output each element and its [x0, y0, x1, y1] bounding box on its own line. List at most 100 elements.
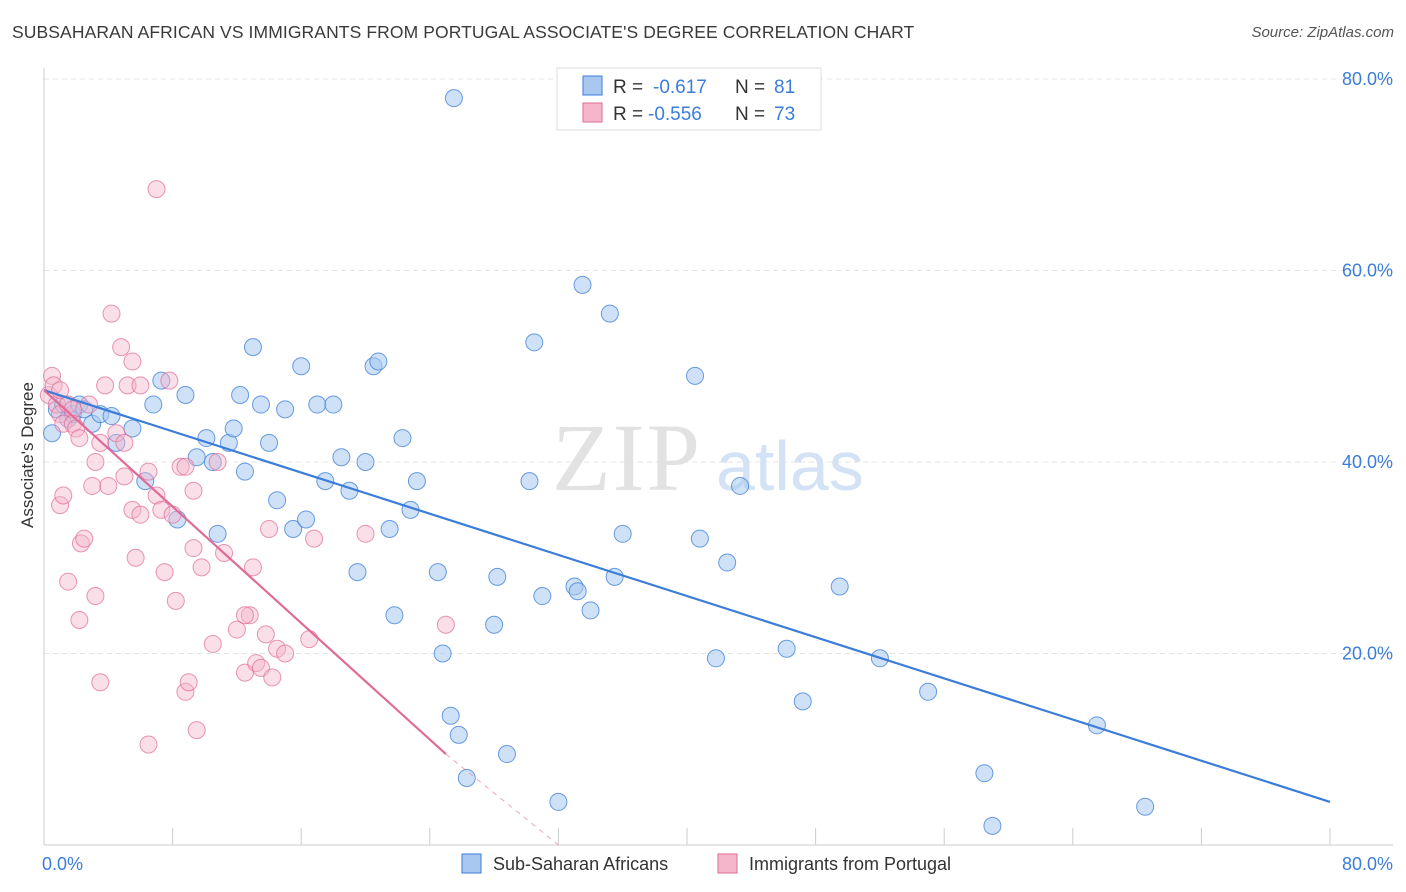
data-point-blue	[793, 692, 812, 711]
data-point-pink	[131, 376, 150, 395]
data-point-pink	[227, 620, 246, 639]
series-immigrants-from-portugal	[39, 180, 455, 754]
data-point-pink	[139, 735, 158, 754]
data-point-pink	[54, 486, 73, 505]
data-point-pink	[70, 429, 89, 448]
data-point-blue	[525, 333, 544, 352]
data-point-pink	[356, 524, 375, 543]
data-point-blue	[457, 768, 476, 787]
legend-n-value-1: 81	[774, 77, 795, 98]
data-point-pink	[59, 572, 78, 591]
data-point-pink	[208, 453, 227, 471]
data-point-blue	[235, 462, 254, 481]
chart-source: Source: ZipAtlas.com	[1251, 24, 1394, 41]
bottom-legend: Sub-Saharan Africans Immigrants from Por…	[461, 853, 951, 874]
legend-box: R = -0.617 N = 81 R = -0.556 N = 73	[556, 67, 822, 131]
data-point-pink	[155, 563, 174, 582]
legend-r-value-2: -0.556	[648, 104, 702, 125]
data-point-pink	[112, 338, 131, 357]
data-point-pink	[300, 630, 319, 649]
data-point-blue	[485, 615, 504, 634]
data-point-blue	[332, 448, 351, 467]
trend-line-pink-extension	[445, 753, 559, 846]
data-point-blue	[144, 395, 163, 414]
bottom-legend-label-2: Immigrants from Portugal	[749, 854, 951, 874]
data-point-blue	[231, 385, 250, 404]
data-point-blue	[520, 472, 539, 491]
y-axis-label: Associate's Degree	[18, 382, 37, 528]
legend-r-label-1: R =	[613, 77, 643, 98]
trend-line-blue	[43, 389, 1331, 803]
data-point-pink	[260, 520, 279, 539]
data-point-pink	[276, 644, 295, 663]
data-point-blue	[203, 453, 222, 471]
data-point-pink	[192, 558, 211, 577]
data-point-pink	[256, 625, 275, 644]
data-point-blue	[497, 745, 516, 764]
y-tick-label: 60.0%	[1342, 261, 1393, 281]
data-point-blue	[975, 764, 994, 783]
data-point-blue	[428, 563, 447, 582]
data-point-pink	[147, 180, 166, 199]
data-point-blue	[983, 816, 1002, 835]
data-point-blue	[308, 395, 327, 414]
trend-line-pink	[43, 389, 447, 755]
data-point-pink	[70, 610, 89, 629]
data-point-blue	[690, 529, 709, 548]
data-point-blue	[292, 357, 311, 376]
data-point-pink	[43, 366, 62, 385]
data-point-blue	[686, 366, 705, 385]
data-point-blue	[393, 429, 412, 448]
watermark-zip: ZIP	[552, 404, 702, 511]
data-point-blue	[1136, 797, 1155, 816]
data-point-pink	[176, 682, 195, 701]
data-point-blue	[356, 453, 375, 471]
data-point-pink	[51, 496, 70, 515]
data-point-blue	[533, 587, 552, 606]
data-point-pink	[184, 481, 203, 500]
data-point-pink	[71, 534, 90, 553]
data-point-blue	[284, 520, 303, 539]
data-point-pink	[235, 606, 254, 625]
data-point-blue	[433, 644, 452, 663]
data-point-blue	[830, 577, 849, 596]
data-point-blue	[243, 338, 262, 357]
data-point-blue	[777, 639, 796, 658]
data-point-pink	[240, 606, 259, 625]
data-point-pink	[243, 558, 262, 577]
data-point-pink	[115, 433, 134, 452]
data-point-pink	[99, 476, 118, 495]
data-point-pink	[166, 591, 185, 610]
data-point-blue	[385, 606, 404, 625]
x-tick-label: 0.0%	[42, 854, 83, 874]
data-point-pink	[126, 548, 145, 567]
y-tick-label: 20.0%	[1342, 644, 1393, 664]
data-point-pink	[171, 457, 190, 476]
data-point-blue	[449, 725, 468, 744]
data-point-pink	[263, 668, 282, 687]
chart-title: SUBSAHARAN AFRICAN VS IMMIGRANTS FROM PO…	[12, 22, 915, 42]
data-point-blue	[252, 395, 271, 414]
data-point-blue	[444, 89, 463, 108]
legend-swatch-blue	[582, 75, 603, 96]
data-point-pink	[179, 673, 198, 692]
data-point-pink	[131, 505, 150, 524]
x-tick-label: 80.0%	[1342, 854, 1393, 874]
bottom-legend-swatch-blue	[461, 853, 482, 874]
data-point-blue	[260, 433, 279, 452]
legend-n-value-2: 73	[774, 104, 795, 125]
data-point-blue	[197, 429, 216, 448]
data-point-pink	[86, 453, 105, 471]
data-point-pink	[436, 615, 455, 634]
legend-r-label-2: R =	[613, 104, 643, 125]
data-point-pink	[86, 587, 105, 606]
data-point-pink	[83, 476, 102, 495]
data-point-pink	[118, 376, 137, 395]
data-point-blue	[407, 472, 426, 491]
data-point-pink	[96, 376, 115, 395]
data-point-blue	[731, 476, 750, 495]
data-point-blue	[176, 385, 195, 404]
axes	[43, 68, 1393, 846]
tick-labels: 20.0% 40.0% 60.0% 80.0% 0.0% 80.0%	[42, 69, 1393, 874]
data-point-pink	[102, 304, 121, 323]
